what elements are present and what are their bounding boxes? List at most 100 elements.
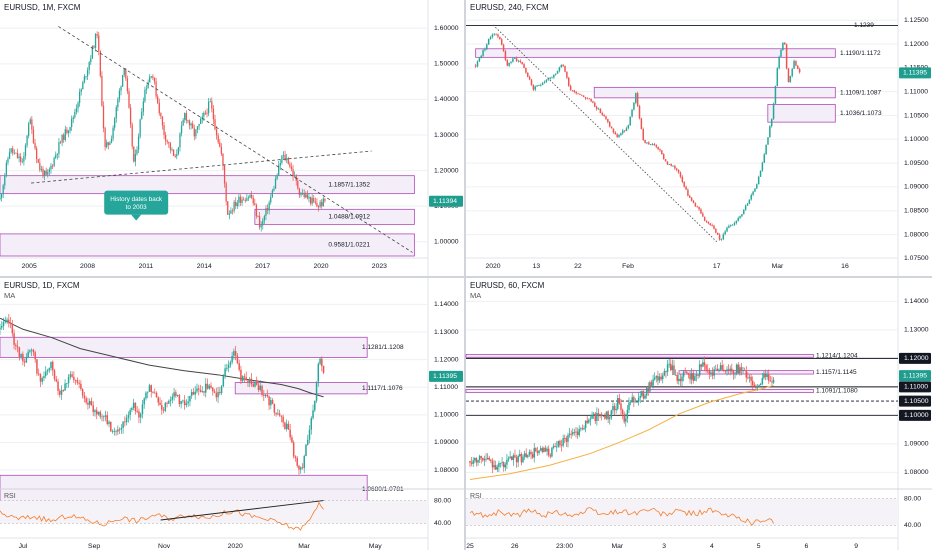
candle-body[interactable] bbox=[201, 391, 203, 392]
candle-body[interactable] bbox=[92, 405, 94, 413]
candle-body[interactable] bbox=[772, 379, 775, 383]
candle-body[interactable] bbox=[155, 392, 158, 398]
candle-body[interactable] bbox=[646, 142, 648, 144]
candle-body[interactable] bbox=[638, 105, 641, 119]
candle-body[interactable] bbox=[502, 462, 505, 468]
candle-body[interactable] bbox=[726, 227, 728, 232]
support-resistance-zone[interactable] bbox=[593, 86, 836, 99]
candle-body[interactable] bbox=[795, 60, 797, 66]
candle-body[interactable] bbox=[515, 58, 518, 62]
candle-body[interactable] bbox=[180, 125, 183, 134]
candle-body[interactable] bbox=[737, 218, 739, 221]
candle-body[interactable] bbox=[281, 155, 283, 163]
candle-body[interactable] bbox=[653, 377, 656, 380]
candle-body[interactable] bbox=[303, 456, 305, 468]
candle-body[interactable] bbox=[227, 201, 229, 215]
candle-body[interactable] bbox=[538, 85, 540, 86]
candle-body[interactable] bbox=[592, 101, 594, 103]
candle-body[interactable] bbox=[618, 135, 620, 137]
candle-body[interactable] bbox=[145, 392, 147, 399]
candle-body[interactable] bbox=[176, 153, 178, 157]
candle-body[interactable] bbox=[43, 375, 45, 379]
candle-body[interactable] bbox=[480, 456, 482, 458]
candle-body[interactable] bbox=[46, 370, 49, 372]
candle-body[interactable] bbox=[178, 395, 181, 405]
candle-body[interactable] bbox=[312, 410, 314, 419]
candle-body[interactable] bbox=[485, 458, 487, 460]
candle-body[interactable] bbox=[743, 209, 745, 215]
candle-body[interactable] bbox=[110, 421, 112, 432]
candle-body[interactable] bbox=[85, 398, 87, 403]
candle-body[interactable] bbox=[169, 399, 172, 401]
candle-body[interactable] bbox=[118, 429, 121, 431]
candle-body[interactable] bbox=[222, 153, 224, 166]
candle-body[interactable] bbox=[741, 214, 743, 217]
candle-body[interactable] bbox=[25, 357, 28, 363]
candle-body[interactable] bbox=[258, 216, 261, 228]
candle-body[interactable] bbox=[558, 67, 561, 71]
candle-body[interactable] bbox=[185, 113, 187, 121]
candle-body[interactable] bbox=[235, 201, 237, 207]
candle-body[interactable] bbox=[538, 450, 540, 454]
candle-body[interactable] bbox=[750, 194, 752, 200]
candle-body[interactable] bbox=[90, 58, 92, 63]
candle-body[interactable] bbox=[735, 220, 738, 223]
candle-body[interactable] bbox=[596, 413, 598, 421]
candle-body[interactable] bbox=[728, 225, 730, 228]
candle-body[interactable] bbox=[50, 165, 52, 170]
candle-body[interactable] bbox=[166, 402, 168, 404]
candle-body[interactable] bbox=[761, 378, 764, 384]
candle-body[interactable] bbox=[484, 48, 486, 51]
candle-body[interactable] bbox=[71, 374, 73, 377]
candle-body[interactable] bbox=[711, 225, 713, 226]
candle-body[interactable] bbox=[601, 113, 604, 115]
candle-body[interactable] bbox=[692, 200, 695, 204]
candle-body[interactable] bbox=[299, 467, 302, 470]
candle-body[interactable] bbox=[125, 69, 127, 79]
candle-body[interactable] bbox=[599, 108, 602, 114]
candle-body[interactable] bbox=[104, 415, 107, 417]
candle-body[interactable] bbox=[185, 403, 188, 406]
candle-body[interactable] bbox=[7, 158, 9, 163]
candle-body[interactable] bbox=[13, 333, 15, 345]
candle-body[interactable] bbox=[305, 444, 307, 457]
candle-body[interactable] bbox=[37, 159, 39, 163]
candle-body[interactable] bbox=[679, 378, 682, 382]
candle-body[interactable] bbox=[40, 168, 43, 170]
candle-body[interactable] bbox=[150, 385, 152, 392]
candle-body[interactable] bbox=[287, 423, 290, 430]
candle-body[interactable] bbox=[707, 221, 710, 224]
candle-body[interactable] bbox=[184, 113, 186, 120]
candle-body[interactable] bbox=[80, 89, 82, 92]
candle-body[interactable] bbox=[521, 62, 523, 65]
candle-body[interactable] bbox=[789, 75, 792, 83]
candle-body[interactable] bbox=[0, 327, 1, 330]
candle-body[interactable] bbox=[765, 144, 767, 155]
candle-body[interactable] bbox=[164, 134, 167, 141]
candle-body[interactable] bbox=[190, 123, 192, 126]
candle-body[interactable] bbox=[702, 362, 704, 367]
candle-body[interactable] bbox=[545, 79, 548, 82]
candle-body[interactable] bbox=[48, 368, 50, 371]
candle-body[interactable] bbox=[53, 157, 55, 166]
candle-body[interactable] bbox=[608, 122, 611, 127]
candle-body[interactable] bbox=[702, 213, 704, 217]
candle-body[interactable] bbox=[506, 59, 509, 66]
candle-body[interactable] bbox=[474, 458, 476, 461]
candle-body[interactable] bbox=[618, 398, 621, 404]
candle-body[interactable] bbox=[565, 438, 568, 442]
candle-body[interactable] bbox=[500, 39, 503, 45]
candle-body[interactable] bbox=[26, 135, 28, 146]
candle-body[interactable] bbox=[248, 378, 251, 383]
candle-body[interactable] bbox=[766, 374, 768, 377]
candle-body[interactable] bbox=[300, 194, 302, 196]
candle-body[interactable] bbox=[271, 190, 273, 198]
candle-body[interactable] bbox=[175, 392, 177, 396]
candle-body[interactable] bbox=[621, 130, 624, 134]
candle-body[interactable] bbox=[710, 372, 712, 374]
candle-body[interactable] bbox=[215, 129, 218, 136]
candle-body[interactable] bbox=[769, 380, 772, 382]
candle-body[interactable] bbox=[533, 448, 535, 458]
candle-body[interactable] bbox=[620, 133, 622, 136]
candle-body[interactable] bbox=[129, 107, 132, 125]
